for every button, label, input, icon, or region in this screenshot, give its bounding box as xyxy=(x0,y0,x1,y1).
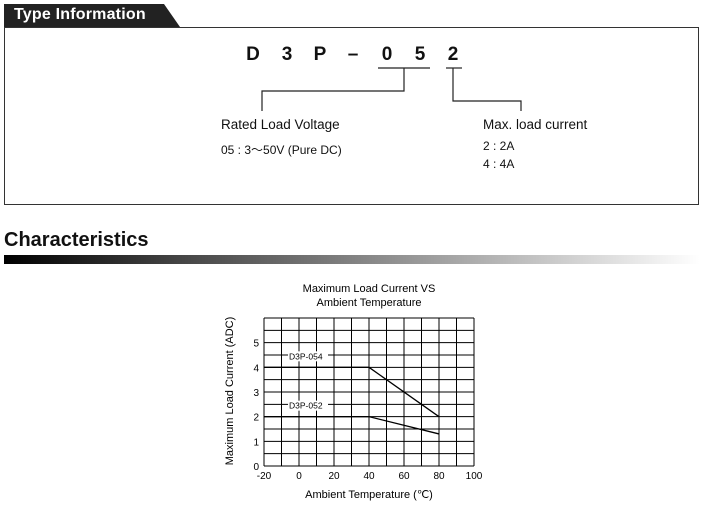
model-code-char: 5 xyxy=(414,44,426,65)
model-code-char: 3 xyxy=(281,44,293,65)
x-tick-label: 40 xyxy=(363,471,375,482)
series-label-background xyxy=(288,351,328,362)
model-code-char: – xyxy=(347,44,359,65)
current-connector xyxy=(452,68,522,111)
x-tick-label: -20 xyxy=(257,471,272,482)
code-connector-lines xyxy=(261,67,522,111)
type-information-heading: Type Information xyxy=(14,6,146,23)
series-line xyxy=(264,416,440,435)
characteristics-gradient-bar xyxy=(4,255,700,264)
series-label: D3P-052 xyxy=(289,401,323,411)
y-axis-label: Maximum Load Current (ADC) xyxy=(224,317,236,466)
chart-title-line: Maximum Load Current VS xyxy=(303,283,436,295)
chart-grid xyxy=(263,317,475,467)
x-tick-label: 80 xyxy=(433,471,445,482)
characteristics-heading: Characteristics xyxy=(4,229,149,251)
max-load-current-title: Max. load current xyxy=(483,117,588,132)
chart-title-line: Ambient Temperature xyxy=(317,297,422,309)
y-tick-label: 1 xyxy=(253,437,259,448)
series-line xyxy=(264,366,440,418)
type-information-box xyxy=(4,27,699,205)
y-tick-label: 5 xyxy=(253,339,259,350)
y-tick-label: 0 xyxy=(253,462,259,473)
x-tick-label: 0 xyxy=(296,471,302,482)
max-load-current-option: 4 : 4A xyxy=(483,157,515,171)
y-tick-label: 2 xyxy=(253,413,259,424)
model-code-char: D xyxy=(246,44,260,65)
series-label-background xyxy=(288,400,328,411)
y-tick-label: 4 xyxy=(253,363,259,374)
voltage-connector xyxy=(261,68,405,111)
chart-series: D3P-054 D3P-052 xyxy=(264,351,440,435)
x-tick-label: 20 xyxy=(328,471,340,482)
series-label: D3P-054 xyxy=(289,351,323,361)
x-tick-label: 100 xyxy=(466,471,483,482)
tab-shape xyxy=(4,4,180,27)
x-axis-label: Ambient Temperature (℃) xyxy=(305,489,433,501)
model-code-char: 2 xyxy=(447,44,459,65)
max-load-current-option: 2 : 2A xyxy=(483,139,515,153)
model-code-char: P xyxy=(313,44,327,65)
type-information-tab: Type Information xyxy=(4,4,180,27)
x-tick-label: 60 xyxy=(398,471,410,482)
y-tick-label: 3 xyxy=(253,388,259,399)
rated-load-voltage-value: 05 : 3～50V (Pure DC) xyxy=(221,143,342,157)
derating-chart: Maximum Load Current VS Ambient Temperat… xyxy=(224,283,483,501)
model-code-char: 0 xyxy=(381,44,393,65)
rated-load-voltage-title: Rated Load Voltage xyxy=(221,117,340,132)
